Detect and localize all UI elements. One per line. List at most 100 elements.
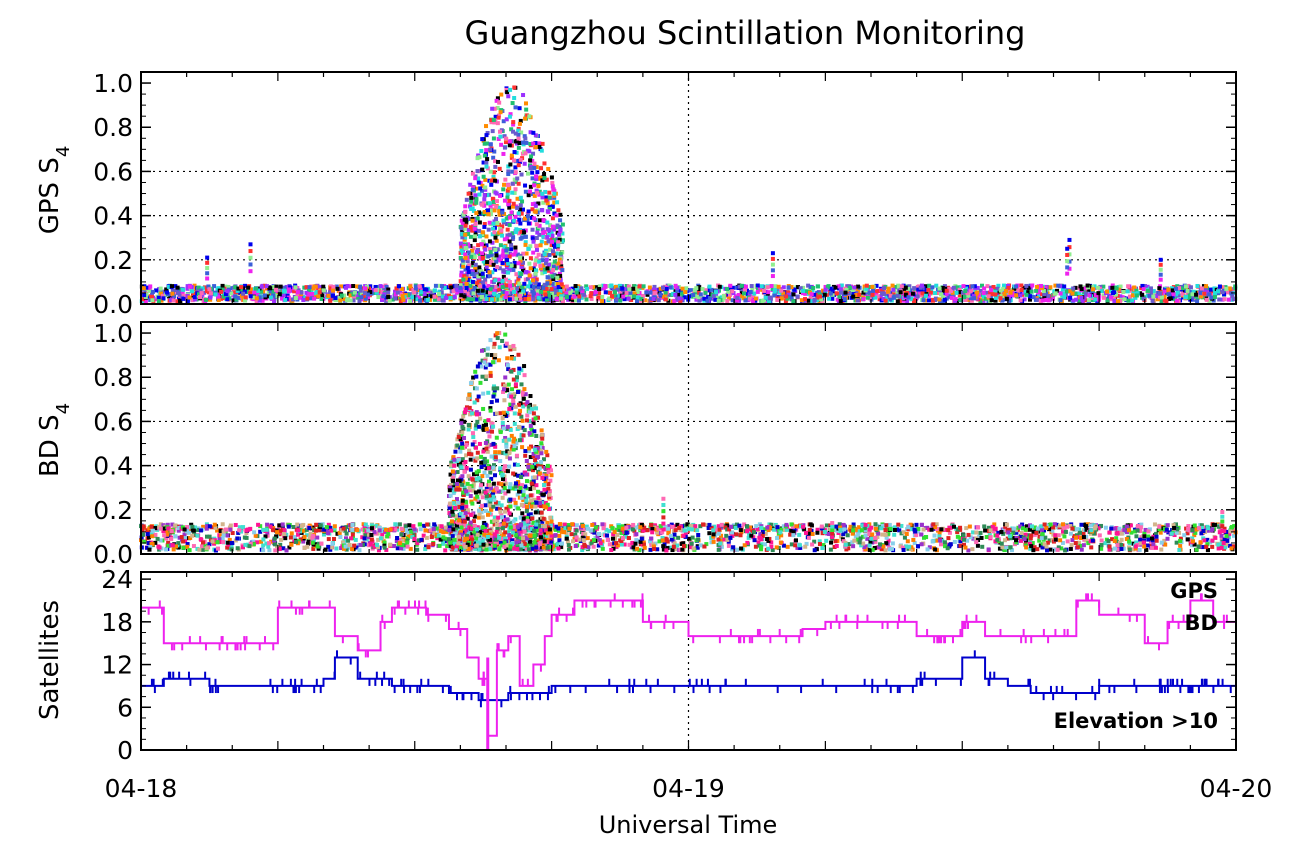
- gps-s4-point: [528, 256, 533, 261]
- gps-s4-point: [830, 288, 835, 293]
- gps-s4-point: [518, 294, 523, 299]
- gps-s4-point: [514, 294, 519, 299]
- gps-s4-point: [501, 268, 506, 273]
- gps-s4-point: [503, 277, 508, 282]
- gps-s4-point: [191, 292, 196, 297]
- gps-s4-point: [554, 289, 559, 294]
- gps-s4-point: [306, 289, 311, 294]
- gps-s4-point: [396, 284, 401, 289]
- gps-s4-point: [534, 277, 539, 282]
- gps-s4-point: [926, 288, 931, 293]
- gps-s4-point: [523, 234, 528, 239]
- gps-s4-point: [750, 287, 755, 292]
- gps-s4-point: [281, 288, 286, 293]
- gps-s4-point: [260, 286, 265, 291]
- gps-s4-point: [462, 237, 467, 242]
- gps-s4-point: [537, 259, 542, 264]
- gps-s4-point: [1004, 296, 1009, 301]
- gps-s4-point: [833, 285, 838, 290]
- gps-s4-point: [158, 286, 163, 291]
- gps-s4-point: [552, 241, 557, 246]
- gps-s4-point: [510, 204, 515, 209]
- gps-s4-point: [875, 294, 880, 299]
- gps-s4-point: [488, 250, 493, 255]
- gps-s4-point: [185, 284, 190, 289]
- gps-s4-point: [506, 261, 511, 266]
- gps-s4-point: [437, 292, 442, 297]
- gps-s4-point: [1188, 285, 1193, 290]
- gps-s4-point: [1042, 292, 1047, 297]
- gps-s4-point: [500, 261, 505, 266]
- bd-s4-point: [1003, 524, 1008, 529]
- gps-s4-point: [544, 195, 549, 200]
- gps-s4-point: [504, 216, 509, 221]
- gps-s4-point: [755, 287, 760, 292]
- bd-s4-point: [863, 547, 868, 552]
- gps-s4-point: [1040, 298, 1045, 303]
- gps-s4-point: [487, 247, 492, 252]
- gps-s4-point: [533, 258, 538, 263]
- gps-s4-point: [485, 130, 490, 135]
- gps-s4-point: [546, 232, 551, 237]
- bd-s4-point: [865, 536, 870, 541]
- gps-s4-point: [550, 216, 555, 221]
- gps-s4-point: [517, 159, 522, 164]
- gps-s4-point: [523, 151, 528, 156]
- gps-s4-point: [495, 121, 500, 126]
- gps-s4-point: [505, 236, 510, 241]
- gps-s4-point: [505, 188, 510, 193]
- gps-s4-point: [514, 287, 519, 292]
- gps-s4-spike: [248, 255, 253, 260]
- gps-s4-point: [694, 286, 699, 291]
- bd-s4-point: [580, 548, 585, 553]
- gps-s4-point: [612, 287, 617, 292]
- gps-s4-point: [465, 265, 470, 270]
- bd-s4-point: [255, 540, 260, 545]
- gps-s4-point: [507, 143, 512, 148]
- bd-s4-point: [820, 546, 825, 551]
- gps-s4-point: [842, 297, 847, 302]
- bd-s4-point: [1218, 527, 1223, 532]
- gps-s4-point: [533, 268, 538, 273]
- gps-s4-point: [469, 195, 474, 200]
- bd-s4-point: [832, 545, 837, 550]
- bd-s4-point: [895, 527, 900, 532]
- gps-s4-point: [512, 85, 517, 90]
- gps-s4-point: [1148, 286, 1153, 291]
- gps-s4-point: [686, 288, 691, 293]
- gps-s4-point: [494, 251, 499, 256]
- bd-s4-point: [914, 522, 919, 527]
- gps-s4-point: [807, 287, 812, 292]
- gps-s4-point: [612, 290, 617, 295]
- gps-s4-point: [386, 287, 391, 292]
- bd-s4-point: [191, 544, 196, 549]
- gps-s4-point: [513, 179, 518, 184]
- gps-s4-point: [490, 196, 495, 201]
- gps-s4-point: [548, 297, 553, 302]
- gps-s4-point: [981, 298, 986, 303]
- gps-s4-point: [824, 293, 829, 298]
- gps-s4-point: [494, 259, 499, 264]
- gps-s4-point: [304, 285, 309, 290]
- bd-s4-point: [955, 530, 960, 535]
- bd-s4-point: [227, 525, 232, 530]
- gps-s4-point: [875, 289, 880, 294]
- gps-s4-point: [490, 284, 495, 289]
- gps-s4-point: [512, 95, 517, 100]
- gps-s4-point: [515, 252, 520, 257]
- gps-s4-point: [142, 289, 147, 294]
- bd-s4-point: [862, 545, 867, 550]
- bd-s4-point: [365, 524, 370, 529]
- gps-s4-point: [675, 285, 680, 290]
- gps-s4-point: [477, 265, 482, 270]
- gps-s4-point: [336, 288, 341, 293]
- gps-s4-point: [463, 276, 468, 281]
- gps-s4-point: [1217, 297, 1222, 302]
- gps-s4-point: [513, 249, 518, 254]
- gps-s4-point: [419, 289, 424, 294]
- gps-s4-point: [534, 292, 539, 297]
- gps-s4-point: [948, 289, 953, 294]
- gps-s4-point: [304, 290, 309, 295]
- gps-s4-point: [140, 297, 145, 302]
- gps-s4-point: [783, 299, 788, 304]
